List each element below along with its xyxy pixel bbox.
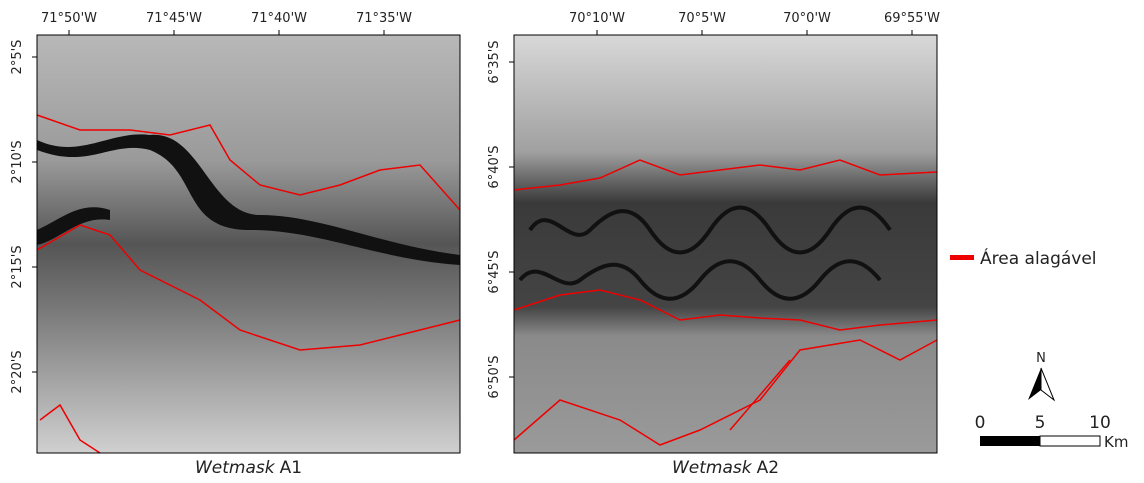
caption-italic: Wetmask xyxy=(195,458,276,478)
left-tick-label: 6°40'S xyxy=(487,145,502,188)
legend-label: Área alagável xyxy=(980,247,1097,269)
top-tick-label: 71°45'W xyxy=(146,11,202,26)
scale-bar xyxy=(1039,435,1101,447)
caption: Wetmask A2 xyxy=(672,458,779,478)
scale-label: 0 xyxy=(975,413,986,433)
top-tick-label: 70°10'W xyxy=(569,11,625,26)
scale-label: 10 xyxy=(1089,413,1111,433)
caption-text: A2 xyxy=(757,458,779,478)
top-tick-label: 70°5'W xyxy=(678,11,726,26)
top-tick-label: 71°40'W xyxy=(251,11,307,26)
caption-text: A1 xyxy=(280,458,302,478)
legend-swatch xyxy=(950,255,974,260)
caption-italic: Wetmask xyxy=(672,458,753,478)
top-tick-label: 71°35'W xyxy=(356,11,412,26)
left-tick-label: 6°35'S xyxy=(487,40,502,83)
left-tick-label: 2°10'S xyxy=(10,140,25,183)
north-arrow xyxy=(1028,368,1041,400)
north-label: N xyxy=(1036,351,1046,366)
map-a1 xyxy=(36,34,461,454)
scale-bar xyxy=(980,436,1040,446)
scale-unit: Km xyxy=(1104,433,1128,451)
left-tick-label: 2°20'S xyxy=(10,350,25,393)
top-tick-label: 71°50'W xyxy=(41,11,97,26)
scale-label: 5 xyxy=(1035,413,1046,433)
map-a2 xyxy=(513,34,938,454)
left-tick-label: 2°5'S xyxy=(10,40,25,75)
caption: Wetmask A1 xyxy=(195,458,302,478)
left-tick-label: 6°45'S xyxy=(487,250,502,293)
top-tick-label: 70°0'W xyxy=(783,11,831,26)
left-tick-label: 6°50'S xyxy=(487,355,502,398)
top-tick-label: 69°55'W xyxy=(884,11,940,26)
north-arrow xyxy=(1040,367,1056,402)
left-tick-label: 2°15'S xyxy=(10,245,25,288)
